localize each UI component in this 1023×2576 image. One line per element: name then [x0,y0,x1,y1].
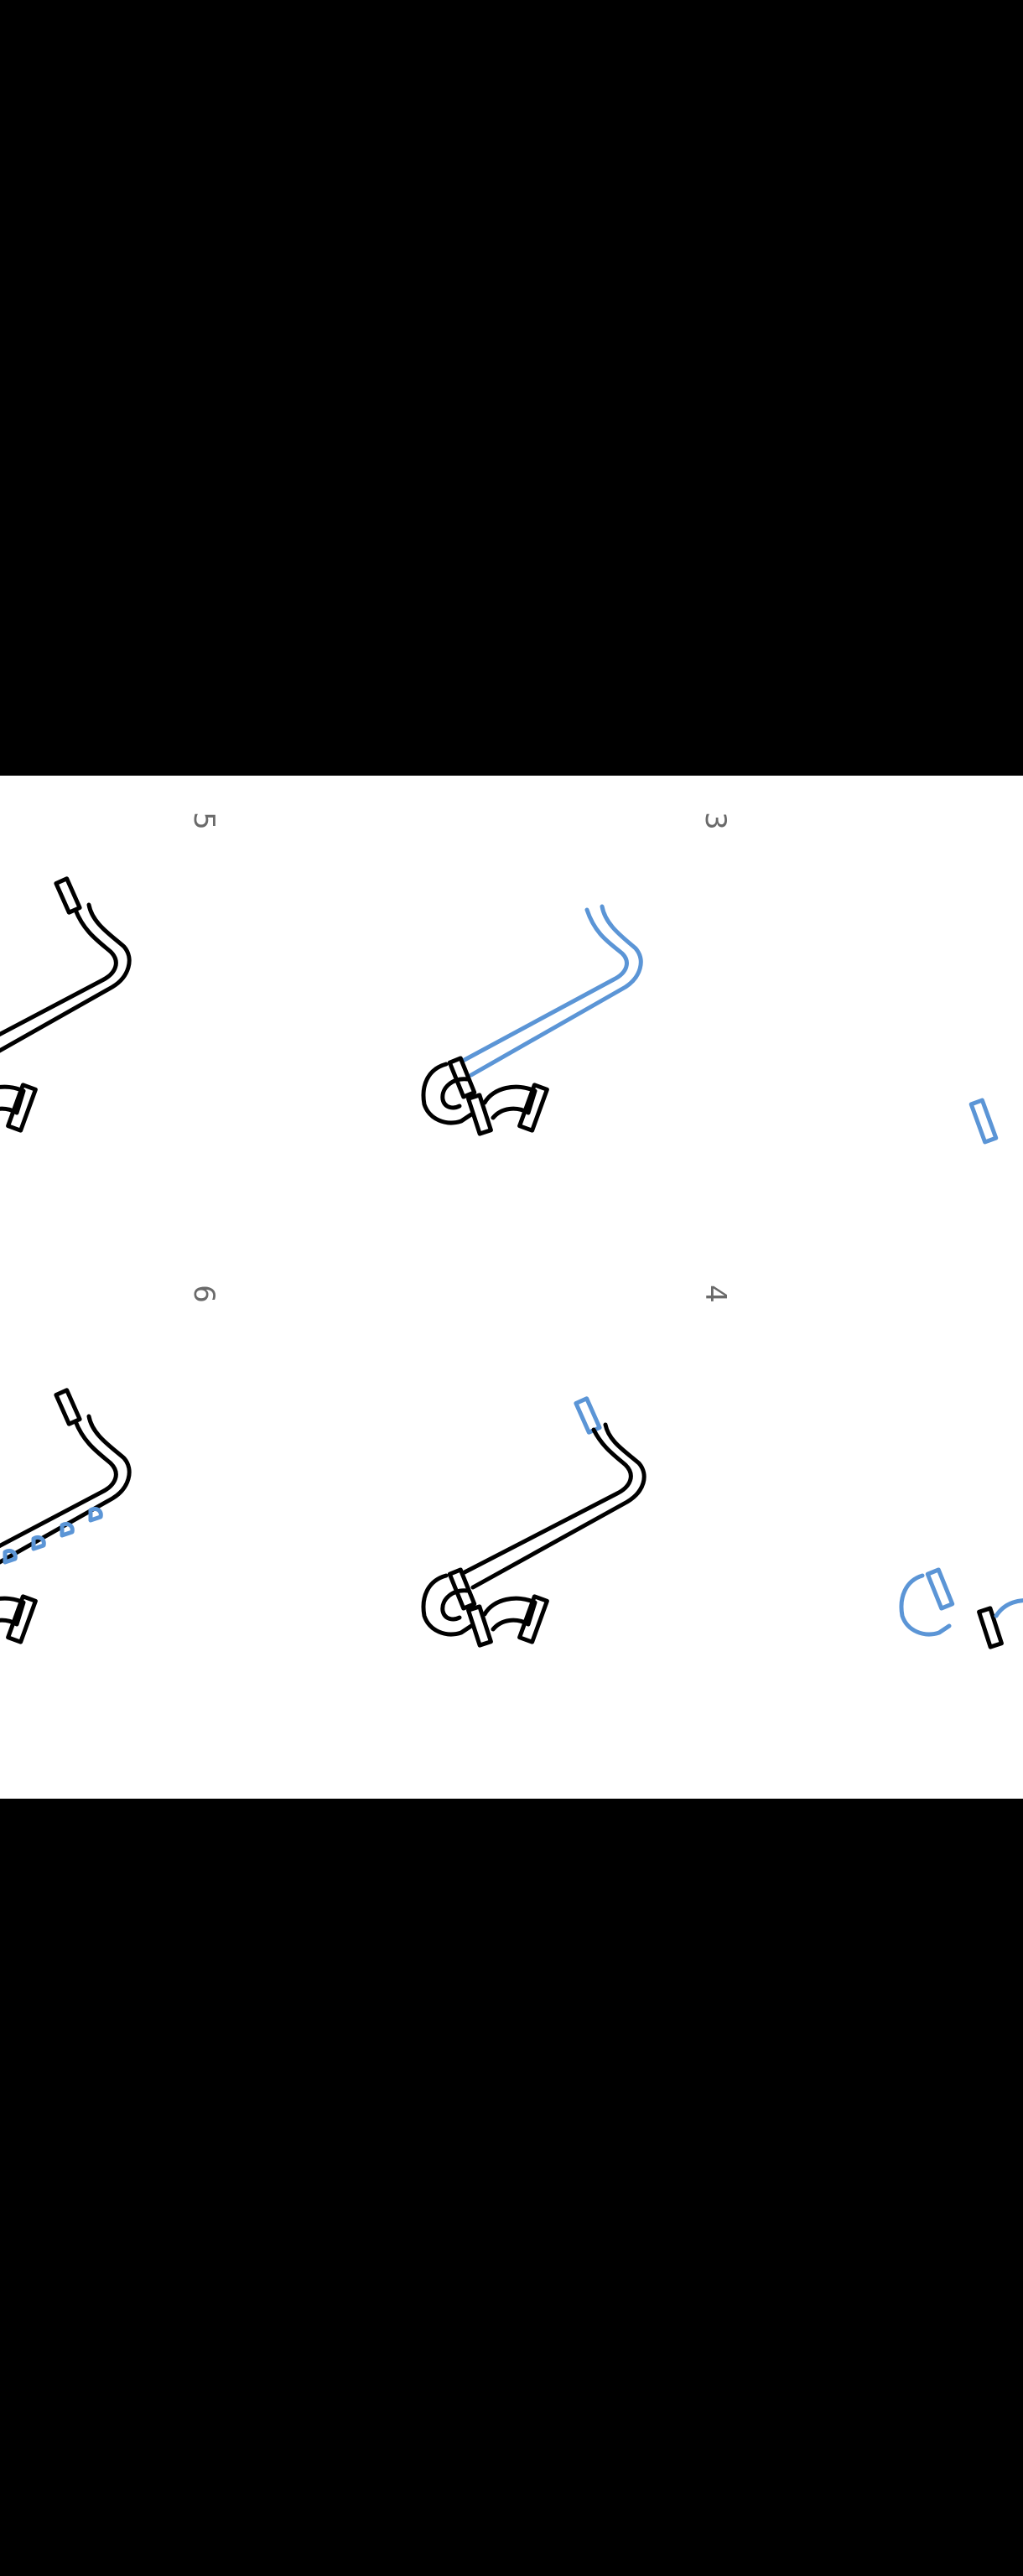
key-2 [60,1521,75,1538]
bell-pipe [482,1596,537,1632]
ferrule-lower [466,1604,493,1648]
ferrule-lower [466,1093,493,1136]
saxophone-step-5-drawing [0,876,132,1133]
bell-rim [517,1594,549,1644]
bell-pipe [482,1084,537,1120]
body-tube-outer-line [462,1427,633,1575]
bell-rim [517,1083,549,1133]
bell-rim [6,1594,38,1644]
body-tube-inner-line [0,1414,132,1565]
ferrule-upper [447,1567,477,1611]
step-6: 6 [0,1285,394,1799]
bell-pipe [0,1596,26,1627]
body-tube-outer-line [460,907,629,1063]
drawing-steps-panel: 3 4 5 [0,776,1023,1799]
partial-drawing-top [968,1098,999,1145]
body-tube-inner-line [469,904,643,1078]
body-tube-inner-line [0,902,132,1053]
mouthpiece [574,1396,602,1435]
letterbox-bottom [0,1799,1023,2576]
step-partial-right-top [906,776,1023,1287]
body-tube-outer-line [0,1419,118,1549]
partial-bow [899,1573,952,1637]
partial-ferrule [968,1098,999,1145]
ferrule-upper [447,1056,477,1099]
body-tube-inner-line [470,1422,647,1590]
body-tube-outer-line [0,907,118,1037]
step-partial-right-bottom [899,1287,1023,1799]
bell-rim [6,1083,38,1133]
partial-ferrule-lower [977,1606,1004,1649]
saxophone-step-6-drawing [0,1388,132,1644]
key-1 [88,1506,103,1523]
partial-ferrule-upper [925,1567,955,1611]
bow-outline [421,1573,474,1637]
bow-outline [421,1062,474,1125]
key-4 [3,1548,18,1565]
step-5: 5 [0,776,394,1287]
key-3 [31,1535,46,1551]
saxophone-step-4-drawing [421,1396,647,1648]
mouthpiece [54,876,82,915]
saxophone-step-3-drawing [421,904,643,1136]
bell-pipe [0,1084,26,1115]
step-4: 4 [394,1285,906,1799]
partial-pipe [994,1598,1023,1618]
partial-drawing-bottom [899,1567,1023,1649]
mouthpiece [54,1388,82,1426]
letterbox-top [0,0,1023,776]
step-3: 3 [394,776,906,1287]
